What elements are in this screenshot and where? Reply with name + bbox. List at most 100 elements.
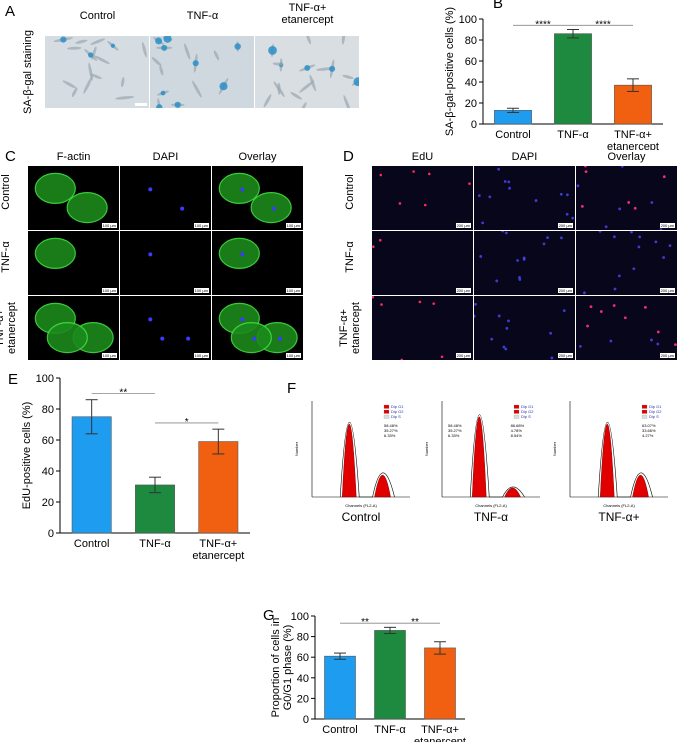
cell [83, 76, 93, 94]
blue-stain [174, 101, 181, 108]
g2-peak [504, 487, 521, 498]
blue-stain [353, 77, 359, 87]
legend-swatch [641, 404, 648, 409]
x-tick-label: Control [495, 129, 530, 141]
legend-entry: Dip G2 [649, 409, 662, 414]
nucleus [503, 180, 507, 183]
cell [151, 57, 162, 67]
x-axis-label: Channels (FL2-A) [345, 503, 377, 508]
nucleus [516, 259, 519, 262]
scale-bar: 200 μm [455, 223, 471, 228]
nucleus [598, 231, 602, 233]
scale-bar: 100 μm [101, 353, 117, 358]
y-axis-label: EdU-positive cells (%) [21, 402, 33, 510]
bar [198, 441, 239, 534]
cell [272, 62, 284, 66]
phase-percentage: 6.33% [384, 433, 396, 438]
scale-bar: 100 μm [193, 288, 209, 293]
actin-cell [46, 321, 88, 354]
edu-dot [379, 173, 383, 177]
bar [424, 647, 456, 720]
edu-dot [468, 182, 471, 185]
nucleus [562, 309, 566, 313]
blue-stain [268, 46, 277, 55]
blue-stain [219, 82, 228, 91]
y-tick-label: 60 [465, 56, 477, 68]
actin-cell [66, 191, 108, 224]
y-tick-label: 100 [36, 373, 54, 385]
nucleus [618, 207, 622, 211]
cell [121, 77, 125, 88]
micrograph: 200 μm [576, 296, 677, 360]
panel-a-col-label-1: TNF-α [186, 10, 219, 22]
nucleus [604, 225, 608, 229]
nucleus [650, 338, 653, 342]
micrograph: 200 μm [372, 231, 473, 295]
cell [290, 91, 302, 100]
y-tick-label: 20 [42, 497, 54, 509]
nucleus [650, 201, 654, 204]
panel-label-d: D [343, 148, 354, 165]
nucleus [550, 356, 554, 360]
nucleus [559, 192, 563, 196]
histogram-outline [339, 422, 395, 498]
grid-col-label: Overlay [607, 151, 646, 163]
significance-label: ** [119, 388, 127, 399]
edu-dot [432, 302, 436, 305]
nucleus [565, 212, 569, 216]
nucleus [497, 314, 501, 318]
nucleus [507, 319, 510, 323]
y-tick-label: 0 [303, 714, 309, 726]
phase-percentage: 58.48% [448, 423, 462, 428]
micrograph: 200 μm [474, 296, 575, 360]
nucleus [565, 193, 569, 197]
blue-stain [163, 36, 172, 43]
cell [263, 94, 272, 108]
cell [75, 39, 88, 44]
nucleus [522, 257, 526, 261]
significance-label: **** [535, 19, 551, 30]
micrograph: 100 μm [120, 231, 211, 295]
panel-a-col-label-0: Control [79, 10, 116, 22]
x-tick-label: TNF-α+etanercept [414, 724, 466, 742]
scale-bar: 200 μm [557, 353, 573, 358]
grid-col-label: Overlay [238, 151, 277, 163]
edu-dot [380, 303, 383, 306]
significance-label: ** [361, 617, 369, 628]
micrograph: 200 μm [474, 231, 575, 295]
edu-dot [440, 355, 444, 359]
nucleus [240, 187, 245, 192]
y-axis-label: Number [552, 441, 557, 456]
nucleus [504, 347, 508, 351]
actin-cell [218, 172, 260, 204]
panel-a-row-label: SA-β-gal staining [22, 30, 34, 114]
bar [554, 33, 592, 125]
nucleus [546, 236, 549, 240]
scale-bar: 100 μm [285, 288, 301, 293]
actin-cell [250, 191, 292, 224]
scale-bar [135, 103, 147, 106]
micrograph: 200 μm [372, 296, 473, 360]
nucleus [662, 256, 666, 259]
edu-dot [418, 300, 422, 304]
blue-stain [304, 65, 311, 71]
nucleus [148, 317, 153, 322]
panel-label-b: B [493, 0, 503, 12]
phase-percentage: 58.48% [384, 423, 398, 428]
sa-gal-image-etanercept [255, 36, 359, 108]
y-tick-label: 40 [297, 673, 309, 685]
cell [343, 95, 352, 108]
nucleus [497, 167, 501, 171]
nucleus [481, 221, 485, 225]
legend-entry: Dip G2 [391, 409, 404, 414]
x-axis-label: Channels (FL2-A) [603, 503, 635, 508]
blue-stain [88, 52, 94, 58]
x-tick-label: TNF-α+etanercept [192, 538, 244, 562]
scale-bar: 100 μm [193, 223, 209, 228]
cell [115, 96, 135, 100]
phase-percentage: 4.27% [642, 433, 654, 438]
phase-percentage: 4.78% [511, 428, 523, 433]
micrograph: 200 μm [576, 231, 677, 295]
grid-row-label: TNF-α+ etanercept [338, 302, 362, 354]
